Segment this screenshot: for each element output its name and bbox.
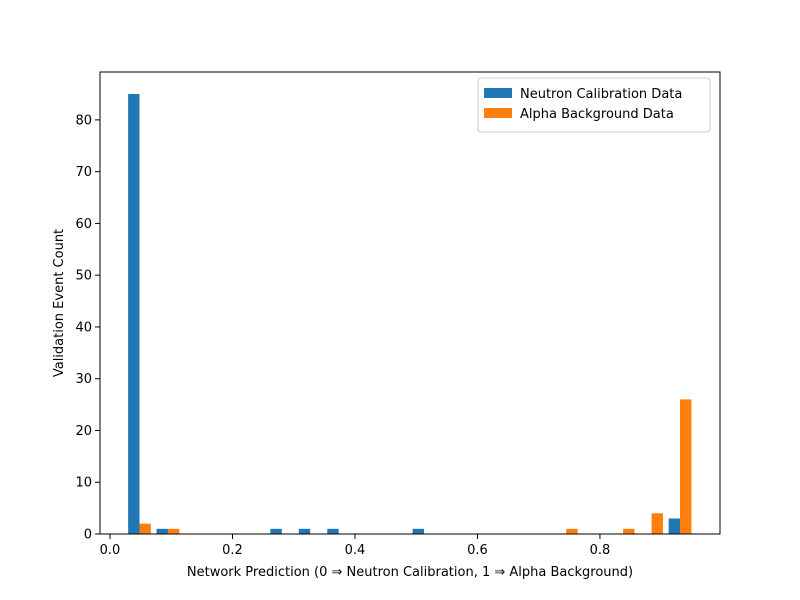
y-tick-label: 70 [75, 165, 92, 180]
bar [623, 528, 635, 534]
legend-label: Neutron Calibration Data [520, 87, 682, 102]
x-tick-label: 0.6 [467, 543, 488, 558]
axes-frame [99, 71, 721, 535]
y-axis-label: Validation Event Count [52, 229, 67, 377]
y-tick-label: 60 [75, 217, 92, 232]
bar [139, 523, 151, 534]
legend-box [477, 77, 711, 133]
bar [270, 528, 282, 534]
x-axis-label: Network Prediction (0 ⇒ Neutron Calibrat… [187, 565, 633, 580]
x-tick-label: 0.2 [222, 543, 243, 558]
y-tick-label: 40 [75, 320, 92, 335]
legend: Neutron Calibration Data Alpha Background… [477, 77, 711, 133]
legend-label: Alpha Background Data [520, 107, 674, 122]
y-tick-label: 10 [75, 476, 92, 491]
bar [680, 399, 692, 534]
bar [156, 528, 168, 534]
bar [651, 513, 663, 534]
legend-swatch [484, 108, 512, 118]
legend-swatch [484, 88, 512, 98]
bar [668, 518, 681, 534]
x-tick-label: 0.8 [590, 543, 611, 558]
y-tick-label: 20 [75, 424, 92, 439]
y-tick-label: 30 [75, 372, 92, 387]
bar [412, 528, 424, 534]
y-tick-label: 50 [75, 269, 92, 284]
bar [566, 528, 578, 534]
bar [167, 528, 180, 534]
x-tick-label: 0.4 [345, 543, 366, 558]
x-tick-label: 0.0 [100, 543, 121, 558]
bar [128, 94, 140, 534]
bar [298, 528, 311, 534]
bar [327, 528, 339, 534]
y-tick-label: 80 [75, 113, 92, 128]
y-tick-label: 0 [84, 528, 92, 543]
